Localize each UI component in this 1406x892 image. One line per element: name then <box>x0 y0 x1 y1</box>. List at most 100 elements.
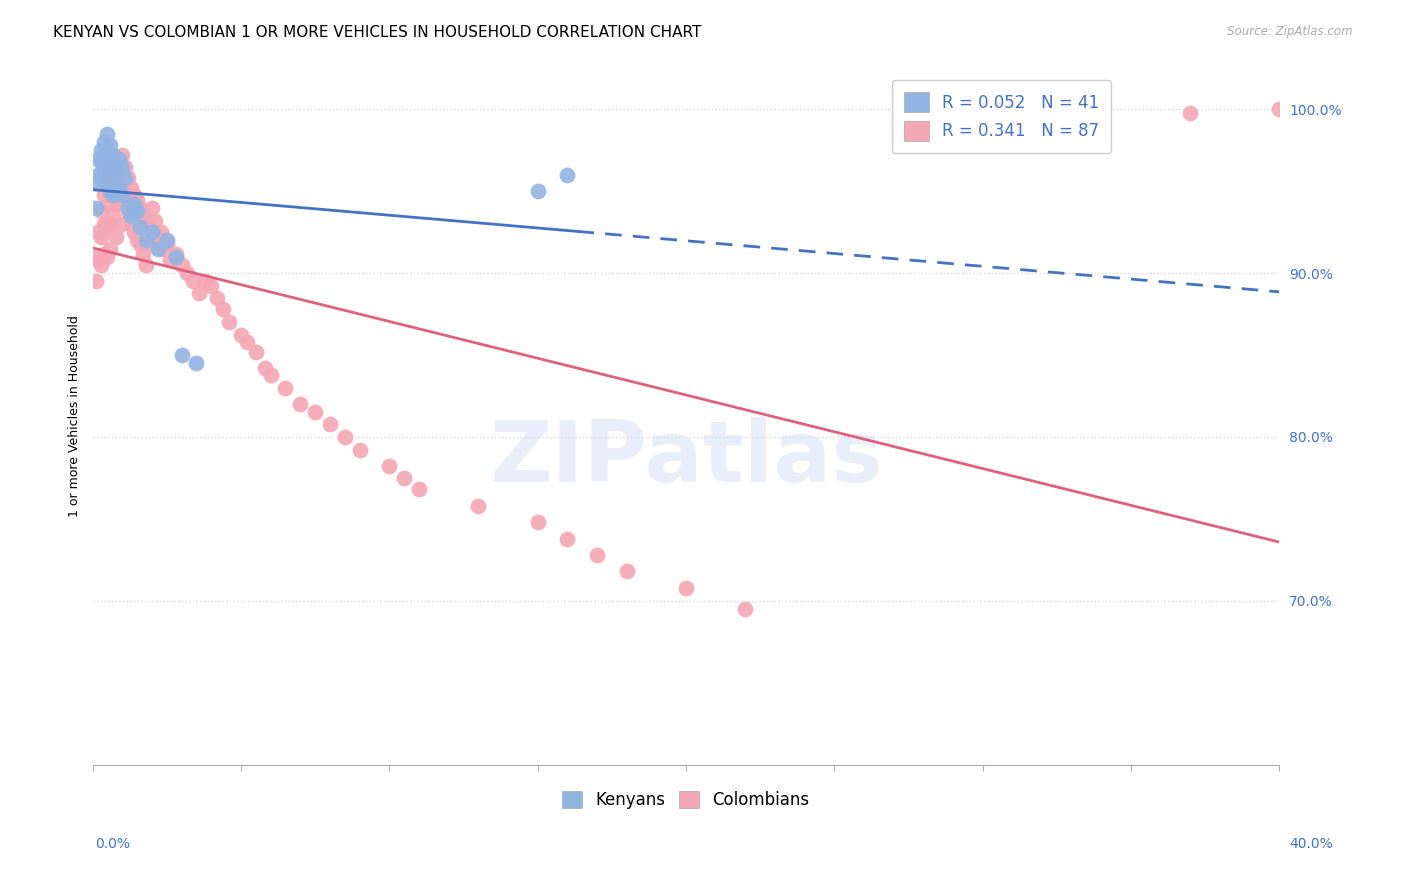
Point <box>152 242 174 256</box>
Point <box>125 204 148 219</box>
Point <box>143 214 166 228</box>
Point <box>170 258 193 272</box>
Point <box>84 201 107 215</box>
Point <box>135 234 157 248</box>
Point <box>90 171 112 186</box>
Point <box>103 209 125 223</box>
Point <box>84 176 107 190</box>
Point <box>114 193 136 207</box>
Point <box>129 201 152 215</box>
Point <box>103 148 125 162</box>
Point <box>176 266 198 280</box>
Point <box>98 164 121 178</box>
Point <box>1180 105 1202 120</box>
Point <box>96 250 118 264</box>
Point <box>98 185 121 199</box>
Point <box>103 154 125 169</box>
Legend: Kenyans, Colombians: Kenyans, Colombians <box>555 784 817 815</box>
Point <box>103 181 125 195</box>
Point <box>236 334 259 349</box>
Point <box>120 217 142 231</box>
Point <box>156 234 179 248</box>
Point <box>146 242 169 256</box>
Point <box>84 274 107 288</box>
Point <box>105 197 128 211</box>
Point <box>93 148 115 162</box>
Point <box>129 220 152 235</box>
Point <box>96 144 118 158</box>
Point <box>159 253 181 268</box>
Point <box>87 253 110 268</box>
Point <box>111 160 134 174</box>
Point <box>117 171 139 186</box>
Text: Source: ZipAtlas.com: Source: ZipAtlas.com <box>1227 25 1353 38</box>
Point <box>96 176 118 190</box>
Point <box>290 397 312 411</box>
Point <box>408 483 430 497</box>
Point <box>304 405 326 419</box>
Point <box>378 459 401 474</box>
Point <box>229 328 252 343</box>
Point <box>1268 103 1291 117</box>
Point <box>467 499 489 513</box>
Point <box>108 160 131 174</box>
Point <box>586 548 609 562</box>
Point <box>135 217 157 231</box>
Point <box>555 532 578 546</box>
Point <box>98 187 121 202</box>
Point <box>96 171 118 186</box>
Point <box>96 197 118 211</box>
Point <box>98 242 121 256</box>
Point <box>105 171 128 186</box>
Point <box>125 234 148 248</box>
Point <box>319 417 342 431</box>
Point <box>105 230 128 244</box>
Point <box>96 127 118 141</box>
Point <box>108 181 131 195</box>
Point <box>156 236 179 251</box>
Point <box>87 152 110 166</box>
Point <box>108 197 131 211</box>
Point <box>188 285 211 300</box>
Point <box>96 160 118 174</box>
Point <box>165 250 187 264</box>
Point <box>122 187 145 202</box>
Point <box>132 246 155 260</box>
Point <box>93 187 115 202</box>
Point <box>96 220 118 235</box>
Point <box>135 258 157 272</box>
Point <box>132 209 155 223</box>
Point <box>93 217 115 231</box>
Text: 40.0%: 40.0% <box>1289 837 1333 851</box>
Point <box>245 344 267 359</box>
Point <box>98 138 121 153</box>
Point <box>129 236 152 251</box>
Point <box>117 201 139 215</box>
Text: KENYAN VS COLOMBIAN 1 OR MORE VEHICLES IN HOUSEHOLD CORRELATION CHART: KENYAN VS COLOMBIAN 1 OR MORE VEHICLES I… <box>53 25 702 40</box>
Point <box>186 356 208 370</box>
Point <box>93 164 115 178</box>
Point <box>675 581 697 595</box>
Point <box>183 274 205 288</box>
Point <box>122 225 145 239</box>
Point <box>141 236 163 251</box>
Point <box>349 443 371 458</box>
Point <box>120 209 142 223</box>
Point <box>141 225 163 239</box>
Point <box>392 471 415 485</box>
Point <box>122 197 145 211</box>
Point <box>87 225 110 239</box>
Point <box>734 602 756 616</box>
Point <box>90 154 112 169</box>
Point <box>117 204 139 219</box>
Point <box>141 201 163 215</box>
Point <box>90 258 112 272</box>
Point <box>93 135 115 149</box>
Point <box>205 291 228 305</box>
Point <box>84 250 107 264</box>
Point <box>146 230 169 244</box>
Point <box>111 181 134 195</box>
Point <box>616 564 638 578</box>
Point <box>93 246 115 260</box>
Point <box>125 193 148 207</box>
